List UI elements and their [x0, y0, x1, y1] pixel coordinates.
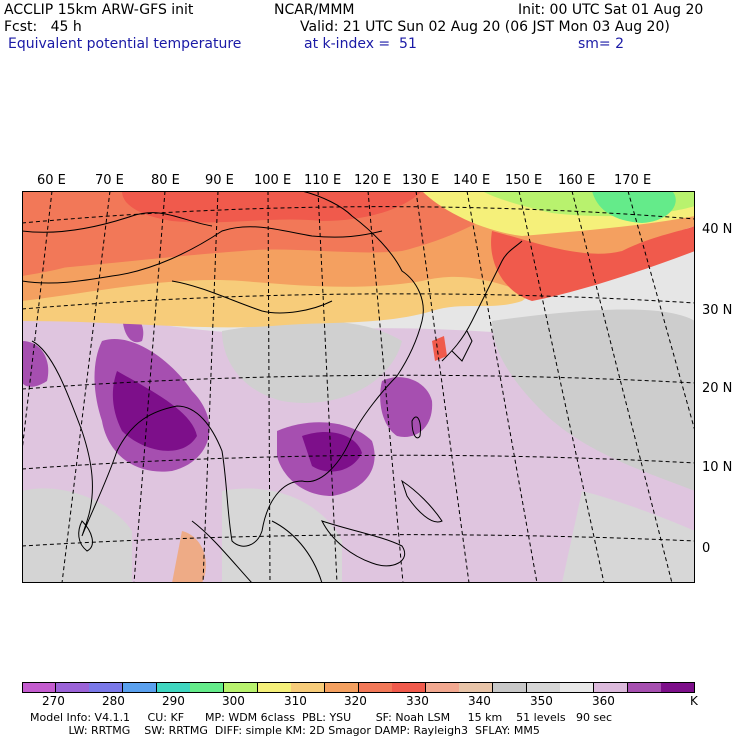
smoothing-info: sm= 2	[578, 36, 625, 52]
lon-label: 170 E	[614, 173, 652, 188]
lat-label: 30 N	[702, 303, 733, 318]
colorbar-segment	[257, 682, 292, 693]
lon-label: 110 E	[304, 173, 342, 188]
colorbar-segment	[459, 682, 494, 693]
colorbar-segment	[526, 682, 561, 693]
colorbar-segment	[156, 682, 191, 693]
lon-label: 80 E	[151, 173, 180, 188]
colorbar-segment	[55, 682, 90, 693]
colorbar-segment	[22, 682, 56, 693]
field-name: Equivalent potential temperature	[8, 36, 242, 52]
colorbar-label: 310	[284, 694, 307, 708]
lon-label: 140 E	[453, 173, 491, 188]
colorbar-label: 290	[162, 694, 185, 708]
colorbar-segment	[661, 682, 696, 693]
colorbar-label: 320	[344, 694, 367, 708]
forecast-hour: Fcst: 45 h	[4, 19, 82, 35]
colorbar-label: 360	[592, 694, 615, 708]
lat-label: 20 N	[702, 381, 733, 396]
valid-time: Valid: 21 UTC Sun 02 Aug 20 (06 JST Mon …	[300, 19, 670, 35]
colorbar-label: 300	[222, 694, 245, 708]
lat-label: 10 N	[702, 460, 733, 475]
colorbar-segment	[358, 682, 393, 693]
colorbar-segment	[560, 682, 595, 693]
init-time: Init: 00 UTC Sat 01 Aug 20	[518, 2, 704, 18]
model-info-line1: Model Info: V4.1.1 CU: KF MP: WDM 6class…	[30, 711, 613, 724]
model-title: ACCLIP 15km ARW-GFS init	[4, 2, 194, 18]
lat-label: 0	[702, 541, 711, 556]
lon-label: 90 E	[205, 173, 234, 188]
colorbar-segment	[291, 682, 326, 693]
colorbar-segment	[190, 682, 225, 693]
lon-label: 160 E	[558, 173, 596, 188]
colorbar-label: 280	[102, 694, 125, 708]
lon-label: 100 E	[254, 173, 292, 188]
colorbar-segment	[627, 682, 662, 693]
colorbar-segment	[122, 682, 157, 693]
organization-label: NCAR/MMM	[274, 2, 355, 18]
colorbar-segment	[493, 682, 528, 693]
colorbar-label: 340	[468, 694, 491, 708]
colorbar-segment	[425, 682, 460, 693]
colorbar-unit: K	[690, 694, 698, 708]
colorbar	[22, 682, 696, 693]
colorbar-label: 270	[42, 694, 65, 708]
colorbar-segment	[223, 682, 258, 693]
lon-label: 120 E	[354, 173, 392, 188]
colorbar-segment	[392, 682, 427, 693]
level-info: at k-index = 51	[304, 36, 417, 52]
lat-label: 40 N	[702, 222, 733, 237]
model-info-line2: LW: RRTMG SW: RRTMG DIFF: simple KM: 2D …	[30, 724, 540, 737]
lon-label: 60 E	[37, 173, 66, 188]
lon-label: 150 E	[505, 173, 543, 188]
colorbar-segment	[324, 682, 359, 693]
lon-label: 70 E	[95, 173, 124, 188]
map-graphic	[22, 191, 695, 583]
colorbar-segment	[89, 682, 124, 693]
colorbar-label: 330	[406, 694, 429, 708]
lon-label: 130 E	[402, 173, 440, 188]
colorbar-segment	[594, 682, 629, 693]
map-panel	[22, 191, 695, 583]
colorbar-label: 350	[530, 694, 553, 708]
